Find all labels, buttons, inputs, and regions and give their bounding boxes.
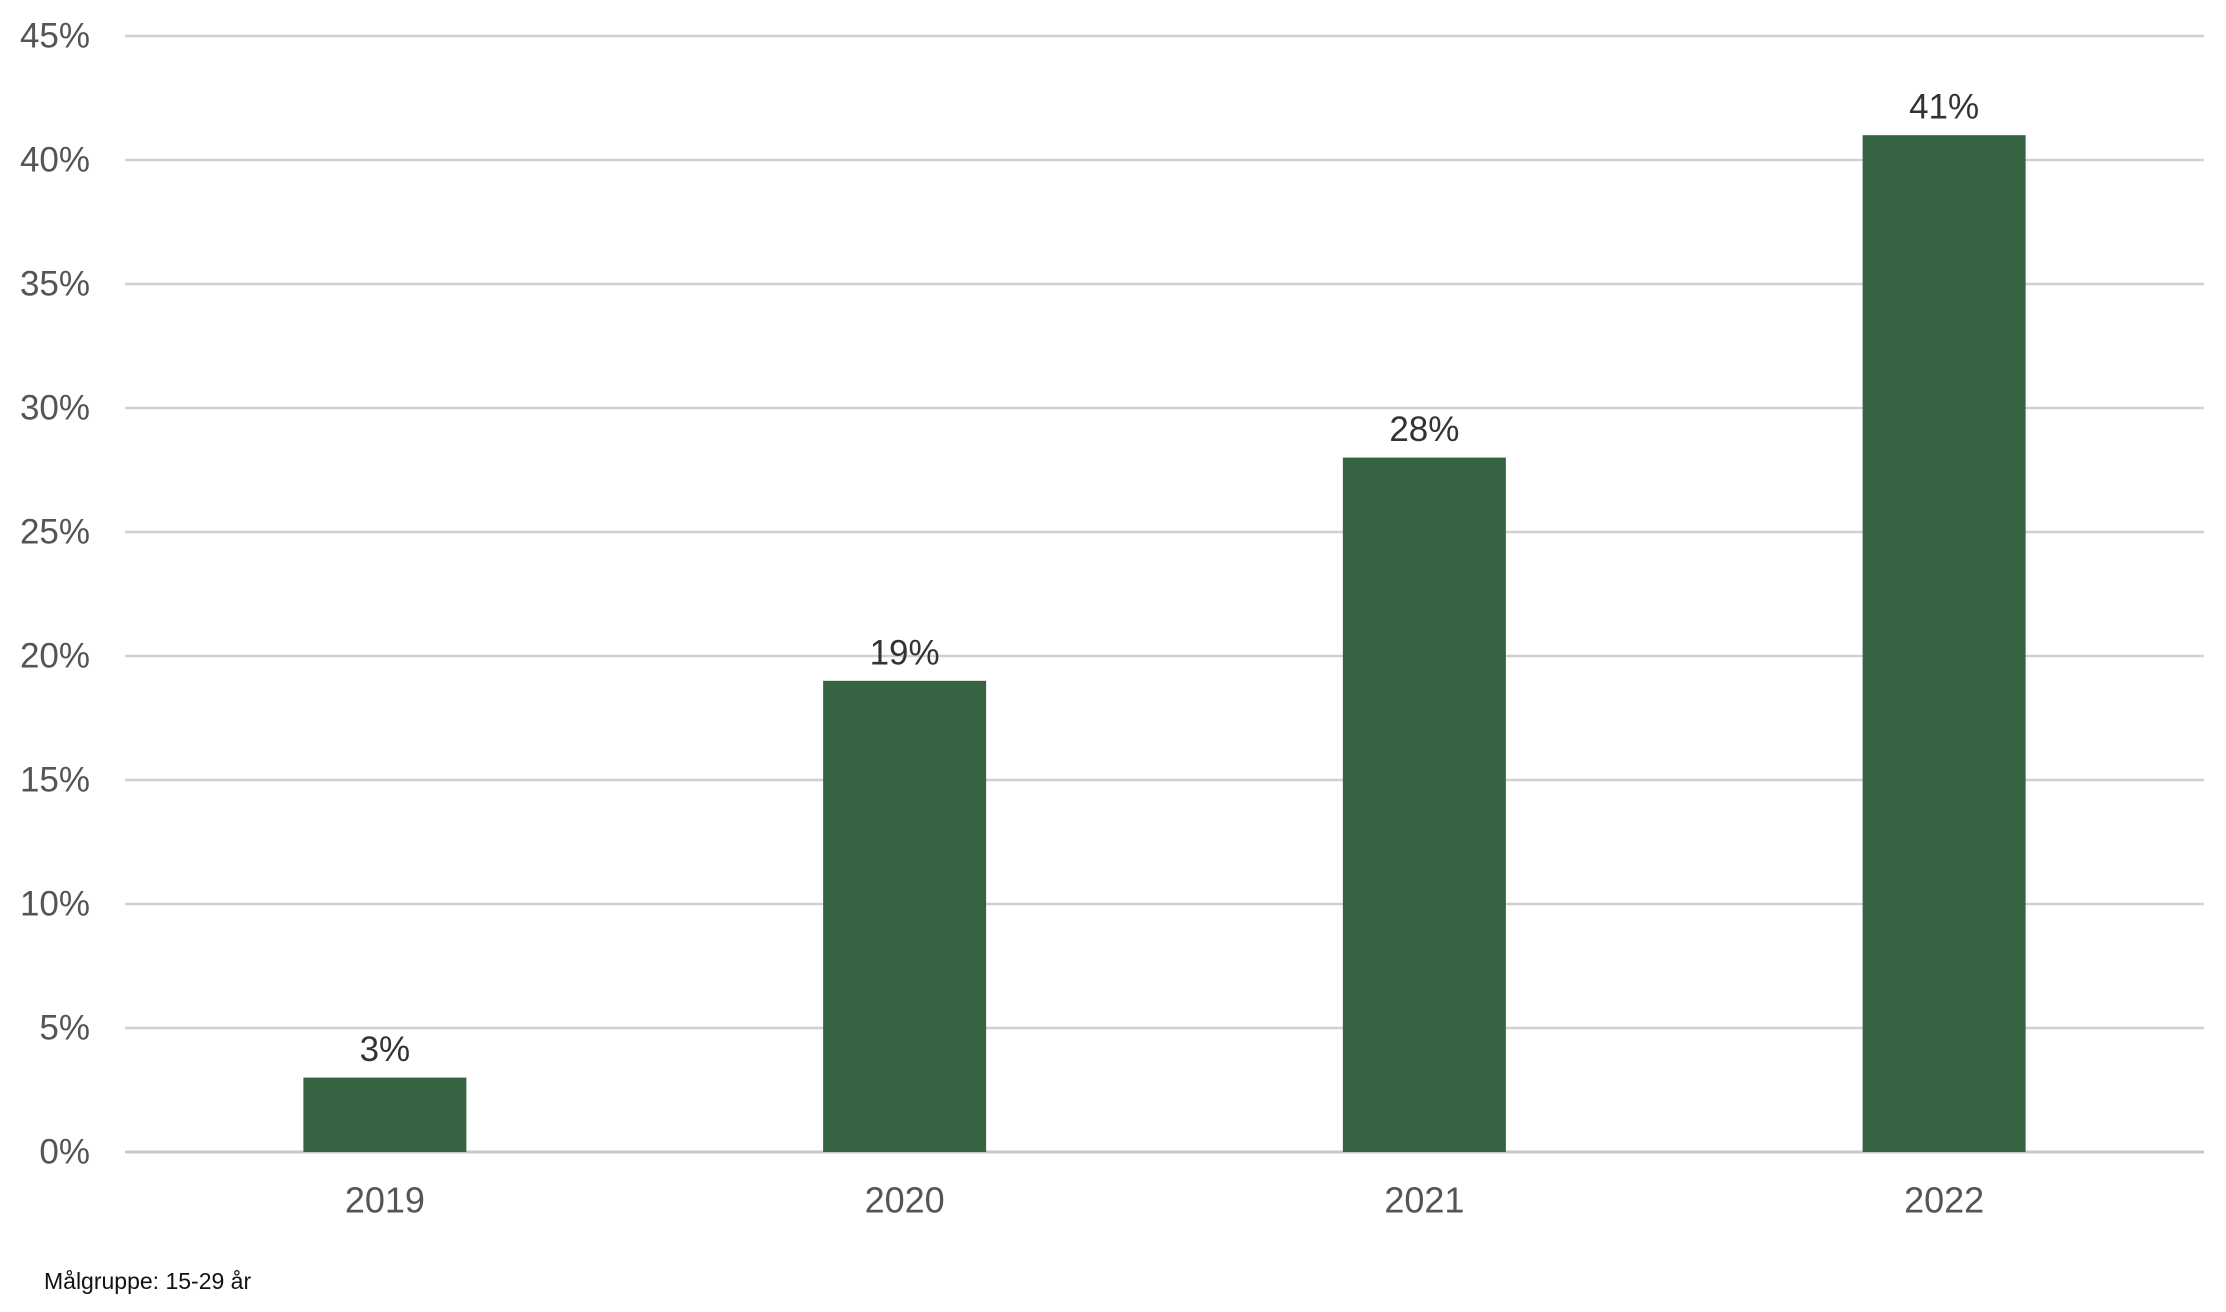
y-tick-label: 5% [39,1009,90,1048]
x-axis: 2019 2020 2021 2022 [345,1180,1984,1221]
x-tick-label-2021: 2021 [1384,1180,1464,1221]
bar-2021 [1342,457,1506,1153]
data-labels: 3% 19% 28% 41% [360,88,1980,1069]
gridlines [125,34,2204,1154]
data-label-2021: 28% [1389,410,1459,449]
y-tick-label: 45% [20,17,90,56]
y-tick-label: 25% [20,513,90,552]
x-tick-label-2022: 2022 [1904,1180,1984,1221]
x-tick-label-2020: 2020 [865,1180,945,1221]
data-label-2020: 19% [870,633,940,672]
y-tick-label: 15% [20,761,90,800]
data-label-2019: 3% [360,1030,411,1069]
y-tick-label: 10% [20,885,90,924]
bar-2022 [1862,135,2026,1152]
footnote: Målgruppe: 15-29 år [44,1268,252,1294]
bar-2020 [823,680,987,1152]
y-tick-label: 30% [20,389,90,428]
y-tick-label: 20% [20,637,90,676]
y-tick-label: 40% [20,141,90,180]
data-label-2022: 41% [1909,88,1979,127]
y-tick-label: 35% [20,265,90,304]
y-tick-label: 0% [39,1133,90,1172]
bar-2019 [303,1077,467,1152]
bars [303,135,2026,1153]
x-tick-label-2019: 2019 [345,1180,425,1221]
y-axis: 0% 5% 10% 15% 20% 25% 30% 35% 40% 45% [20,17,90,1172]
